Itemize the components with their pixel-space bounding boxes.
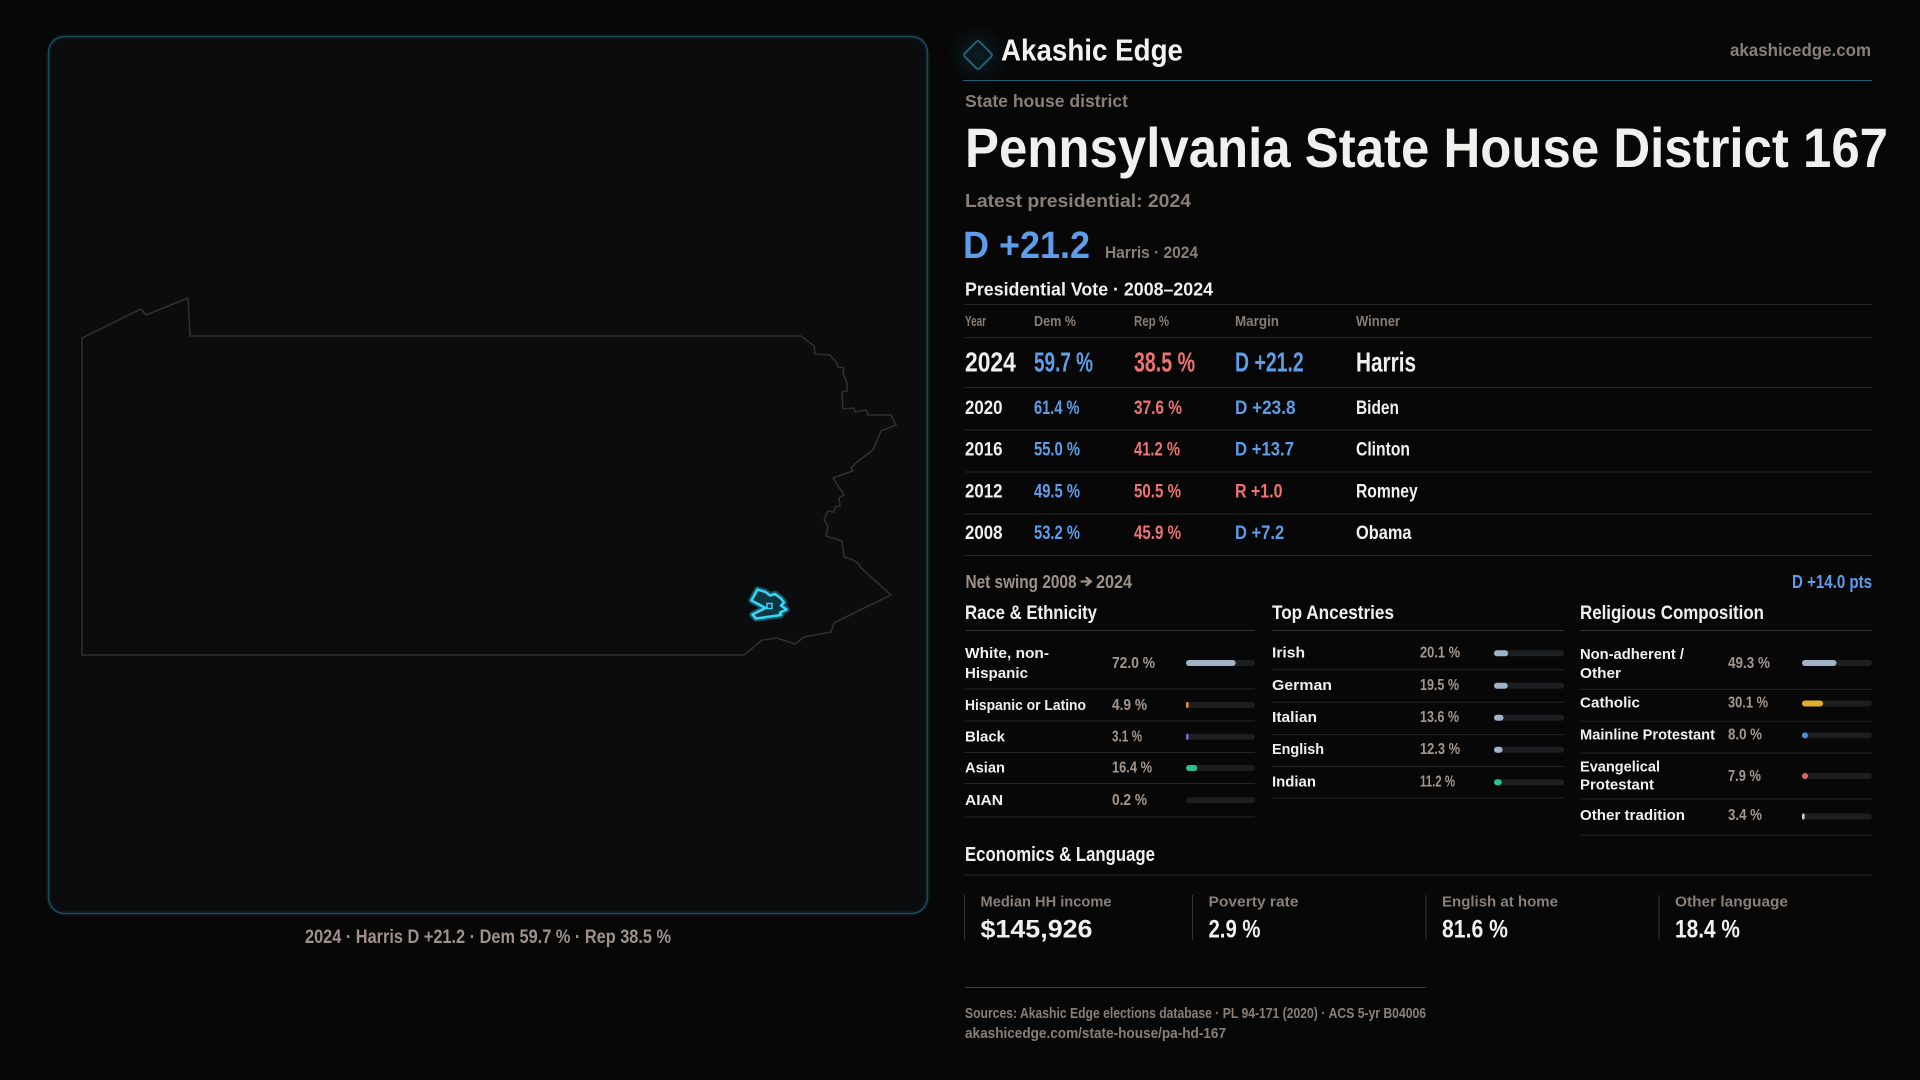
svg-text:45.9 %: 45.9 % [1134, 523, 1181, 544]
svg-text:2024: 2024 [965, 347, 1016, 378]
svg-text:81.6 %: 81.6 % [1442, 916, 1508, 944]
svg-text:Poverty rate: Poverty rate [1209, 895, 1299, 911]
svg-text:akashicedge.com: akashicedge.com [1730, 40, 1871, 60]
svg-text:Race & Ethnicity: Race & Ethnicity [965, 602, 1097, 624]
svg-text:Asian: Asian [965, 760, 1005, 777]
svg-text:Biden: Biden [1356, 398, 1399, 419]
svg-text:Pennsylvania State House Distr: Pennsylvania State House District 167 [965, 116, 1888, 179]
svg-text:Year: Year [965, 313, 986, 330]
svg-text:2012: 2012 [965, 482, 1003, 503]
svg-text:D +14.0 pts: D +14.0 pts [1792, 572, 1872, 592]
svg-text:2.9 %: 2.9 % [1209, 916, 1261, 944]
svg-text:German: German [1272, 677, 1332, 694]
svg-text:Other language: Other language [1675, 895, 1788, 911]
svg-text:English: English [1272, 741, 1324, 758]
svg-text:Top Ancestries: Top Ancestries [1272, 602, 1394, 624]
svg-text:11.2 %: 11.2 % [1420, 774, 1455, 791]
svg-text:18.4 %: 18.4 % [1675, 916, 1740, 944]
svg-text:English at home: English at home [1442, 895, 1558, 911]
svg-text:55.0 %: 55.0 % [1034, 440, 1080, 461]
svg-text:Presidential Vote · 2008–2024: Presidential Vote · 2008–2024 [965, 280, 1213, 300]
svg-text:41.2 %: 41.2 % [1134, 440, 1180, 461]
svg-text:R +1.0: R +1.0 [1235, 482, 1283, 503]
svg-text:50.5 %: 50.5 % [1134, 482, 1181, 503]
svg-text:Net swing 2008: Net swing 2008 [966, 572, 1077, 592]
svg-text:Hispanic or Latino: Hispanic or Latino [965, 697, 1086, 714]
svg-text:D +13.7: D +13.7 [1235, 440, 1294, 461]
svg-text:Black: Black [965, 729, 1006, 746]
svg-text:38.5 %: 38.5 % [1134, 347, 1195, 378]
svg-text:20.1 %: 20.1 % [1420, 644, 1460, 661]
svg-text:Hispanic: Hispanic [965, 665, 1028, 682]
svg-text:12.3 %: 12.3 % [1420, 741, 1460, 758]
svg-text:19.5 %: 19.5 % [1420, 677, 1459, 694]
svg-text:Clinton: Clinton [1356, 440, 1410, 461]
svg-text:Winner: Winner [1356, 313, 1400, 330]
svg-text:3.1 %: 3.1 % [1112, 729, 1142, 746]
svg-text:3.4 %: 3.4 % [1728, 807, 1762, 824]
svg-text:Harris · 2024: Harris · 2024 [1105, 243, 1198, 262]
svg-text:Other tradition: Other tradition [1580, 807, 1685, 824]
svg-text:Italian: Italian [1272, 709, 1317, 726]
svg-text:49.3 %: 49.3 % [1728, 655, 1770, 672]
svg-text:53.2 %: 53.2 % [1034, 523, 1080, 544]
svg-text:2024 · Harris D +21.2 · Dem 59: 2024 · Harris D +21.2 · Dem 59.7 % · Rep… [305, 927, 671, 948]
svg-text:72.0 %: 72.0 % [1112, 655, 1155, 672]
svg-text:Other: Other [1580, 665, 1621, 682]
svg-text:White, non-: White, non- [965, 645, 1049, 662]
svg-text:Evangelical: Evangelical [1580, 758, 1660, 775]
svg-text:D +21.2: D +21.2 [963, 225, 1090, 267]
svg-text:Irish: Irish [1272, 644, 1305, 661]
svg-text:State house district: State house district [965, 91, 1128, 111]
svg-text:2024: 2024 [1096, 572, 1132, 592]
svg-text:$145,926: $145,926 [981, 916, 1093, 944]
svg-text:akashicedge.com/state-house/pa: akashicedge.com/state-house/pa-hd-167 [965, 1025, 1226, 1042]
svg-text:Obama: Obama [1356, 523, 1412, 544]
svg-text:Median HH income: Median HH income [981, 895, 1112, 911]
svg-text:Protestant: Protestant [1580, 776, 1654, 793]
svg-text:Latest presidential: 2024: Latest presidential: 2024 [965, 191, 1191, 211]
svg-text:30.1 %: 30.1 % [1728, 695, 1768, 712]
svg-text:Indian: Indian [1272, 774, 1316, 791]
svg-text:Non-adherent /: Non-adherent / [1580, 646, 1685, 663]
svg-text:Margin: Margin [1235, 313, 1279, 330]
svg-text:Harris: Harris [1356, 347, 1416, 378]
svg-text:13.6 %: 13.6 % [1420, 709, 1459, 726]
svg-text:7.9 %: 7.9 % [1728, 768, 1761, 785]
svg-text:Sources: Akashic Edge election: Sources: Akashic Edge elections database… [965, 1005, 1426, 1022]
svg-text:Rep %: Rep % [1134, 313, 1169, 330]
svg-text:49.5 %: 49.5 % [1034, 482, 1080, 503]
svg-text:Mainline Protestant: Mainline Protestant [1580, 727, 1715, 744]
svg-text:Economics & Language: Economics & Language [965, 844, 1155, 866]
svg-text:Akashic Edge: Akashic Edge [1001, 33, 1183, 68]
svg-text:Catholic: Catholic [1580, 695, 1640, 712]
svg-text:0.2 %: 0.2 % [1112, 792, 1147, 809]
svg-text:59.7 %: 59.7 % [1034, 347, 1093, 378]
svg-text:Dem %: Dem % [1034, 313, 1076, 330]
svg-text:D +7.2: D +7.2 [1235, 523, 1284, 544]
svg-text:2016: 2016 [965, 440, 1003, 461]
svg-text:8.0 %: 8.0 % [1728, 727, 1762, 744]
svg-text:16.4 %: 16.4 % [1112, 760, 1152, 777]
svg-text:AIAN: AIAN [965, 792, 1003, 809]
svg-text:61.4 %: 61.4 % [1034, 398, 1080, 419]
svg-text:D +21.2: D +21.2 [1235, 347, 1304, 378]
svg-text:2008: 2008 [965, 523, 1003, 544]
svg-text:D +23.8: D +23.8 [1235, 398, 1296, 419]
svg-text:Religious Composition: Religious Composition [1580, 602, 1764, 624]
svg-text:37.6 %: 37.6 % [1134, 398, 1182, 419]
svg-text:Romney: Romney [1356, 482, 1418, 503]
svg-text:2020: 2020 [965, 398, 1003, 419]
svg-text:4.9 %: 4.9 % [1112, 697, 1147, 714]
